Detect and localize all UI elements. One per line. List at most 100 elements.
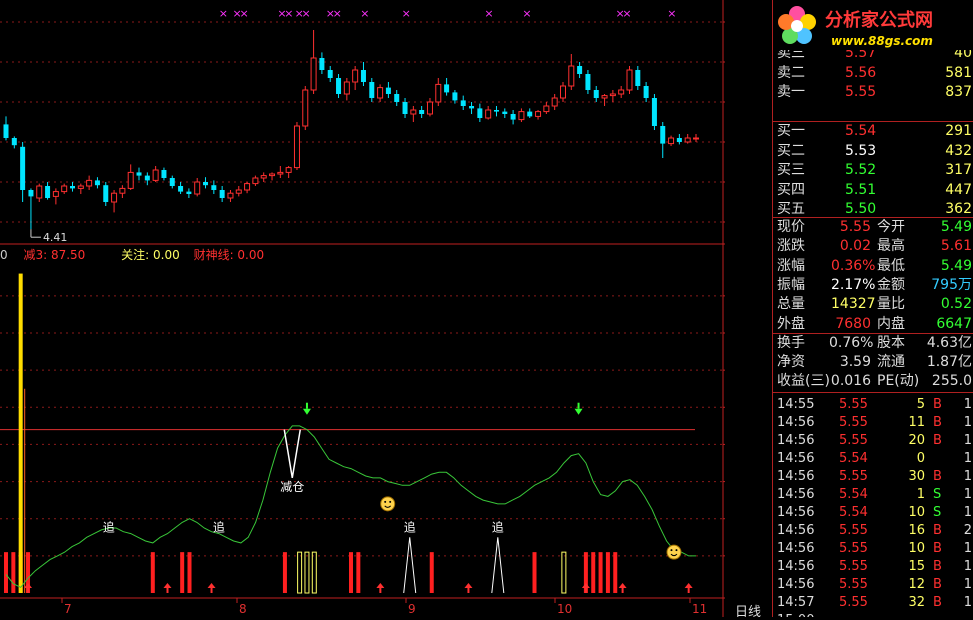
signal-marker: × bbox=[615, 7, 624, 20]
ask-label: 卖一 bbox=[777, 84, 805, 100]
trade-side: B bbox=[933, 415, 942, 430]
legend-item-0: 0 bbox=[0, 248, 8, 262]
stat-row: 振幅 2.17% 金额 795万 bbox=[773, 276, 973, 295]
candle-body-down bbox=[444, 84, 450, 93]
chart-area[interactable]: 7.006.506.005.505.004.504.41××××××××××××… bbox=[0, 0, 725, 617]
candle-body-down bbox=[178, 186, 184, 192]
candle-body-up bbox=[235, 189, 242, 194]
period-label[interactable]: 日线 bbox=[735, 605, 762, 620]
candle-body-up bbox=[127, 171, 134, 189]
signal-marker: × bbox=[233, 7, 242, 20]
low-price-label: 4.41 bbox=[43, 231, 68, 244]
candle-body-up bbox=[518, 111, 525, 121]
trade-price: 5.55 bbox=[839, 433, 868, 448]
trade-price: 5.55 bbox=[839, 541, 868, 556]
smiley-icon bbox=[389, 500, 392, 503]
signal-bar-yellow bbox=[304, 551, 310, 594]
smiley-icon bbox=[670, 553, 678, 557]
bid-volume: 362 bbox=[945, 201, 972, 217]
stat-value: 6647 bbox=[936, 315, 972, 332]
stat-label: 量比 bbox=[877, 296, 905, 313]
candle-body-up bbox=[410, 109, 417, 115]
smiley-icon bbox=[380, 496, 396, 512]
stat-label: 今开 bbox=[877, 219, 905, 235]
trade-volume: 10 bbox=[908, 505, 925, 520]
stat-value: 0.36% bbox=[831, 257, 876, 274]
candle-body-down bbox=[103, 185, 109, 202]
bid-price: 5.52 bbox=[845, 162, 877, 178]
reduce-position-label: 减仓 bbox=[280, 480, 304, 494]
fund-value: 3.59 bbox=[839, 354, 871, 370]
signal-marker: × bbox=[284, 7, 293, 20]
up-arrow-icon bbox=[581, 583, 590, 588]
reduce-position-marker bbox=[283, 429, 302, 478]
signal-bar-red bbox=[429, 552, 434, 593]
chart-canvas[interactable]: 7.006.506.005.505.004.504.41××××××××××××… bbox=[0, 0, 725, 617]
time-tick-label-0: 7 bbox=[64, 602, 72, 616]
candle-body-up bbox=[426, 101, 433, 115]
up-arrow-icon bbox=[24, 583, 33, 588]
bid-price: 5.50 bbox=[845, 201, 877, 217]
trade-volume: 5 bbox=[916, 397, 925, 412]
fund-label: 净资 bbox=[777, 354, 805, 370]
candle-body-down bbox=[336, 78, 342, 94]
trade-side: B bbox=[933, 577, 942, 592]
trade-volume: 10 bbox=[908, 541, 925, 556]
smiley-icon bbox=[666, 544, 682, 560]
trade-price: 5.55 bbox=[839, 469, 868, 484]
ask-volume: 837 bbox=[945, 84, 972, 100]
stat-label: 振幅 bbox=[777, 276, 805, 293]
candle-body-up bbox=[152, 169, 159, 181]
stat-row: 涨跌 0.02 最高 5.61 bbox=[773, 237, 973, 256]
candle-body-up bbox=[194, 181, 201, 195]
trade-count: 2 bbox=[963, 523, 972, 538]
indicator-line bbox=[5, 425, 696, 589]
candle-body-down bbox=[186, 191, 192, 194]
candle-body-up bbox=[668, 137, 675, 145]
trade-time: 14:56 bbox=[777, 523, 815, 538]
trade-tick-row: 14:56 5.55 20 B 1 bbox=[773, 432, 973, 450]
trade-time: 14:56 bbox=[777, 541, 815, 556]
trade-tick-row: 14:56 5.55 30 B 1 bbox=[773, 468, 973, 486]
trade-tick-row: 14:56 5.54 0 1 bbox=[773, 450, 973, 468]
signal-marker: × bbox=[522, 7, 531, 20]
signal-bar-red bbox=[613, 552, 618, 593]
flower-icon bbox=[778, 6, 816, 44]
trade-time: 14:56 bbox=[777, 451, 815, 466]
candle-body-down bbox=[527, 111, 533, 117]
trade-side: B bbox=[933, 559, 942, 574]
candle-body-down bbox=[577, 66, 583, 74]
trade-count: 1 bbox=[963, 577, 972, 592]
chase-label-0: 追 bbox=[103, 520, 115, 535]
stat-label: 总量 bbox=[777, 296, 805, 313]
candle-body-down bbox=[477, 108, 483, 118]
candle-body-down bbox=[369, 82, 375, 98]
trade-side: B bbox=[933, 397, 942, 412]
candle-body-down bbox=[660, 126, 666, 144]
trade-tick-row: 14:56 5.55 10 B 1 bbox=[773, 540, 973, 558]
trade-volume: 16 bbox=[908, 523, 925, 538]
site-logo: 分析家公式网 www.88gs.com bbox=[775, 2, 973, 50]
candle-body-up bbox=[435, 83, 442, 103]
stat-value: 0.02 bbox=[839, 238, 871, 255]
signal-marker: × bbox=[239, 7, 248, 20]
stat-value: 5.49 bbox=[940, 257, 972, 274]
candle-body-up bbox=[568, 65, 575, 87]
candle-body-down bbox=[70, 186, 76, 189]
trade-tick-row: 14:55 5.55 5 B 1 bbox=[773, 396, 973, 414]
signal-bar-yellow bbox=[311, 551, 317, 594]
trade-volume: 20 bbox=[908, 433, 925, 448]
candle-body-up bbox=[310, 57, 317, 91]
stat-value: 7680 bbox=[835, 315, 871, 332]
trade-count: 1 bbox=[963, 397, 972, 412]
stat-row: 外盘 7680 内盘 6647 bbox=[773, 315, 973, 334]
candle-body-up bbox=[52, 191, 59, 197]
stat-label: 涨跌 bbox=[777, 238, 805, 255]
trade-price: 5.55 bbox=[839, 415, 868, 430]
trade-side: S bbox=[933, 505, 942, 520]
candle-body-down bbox=[203, 182, 209, 186]
trade-price: 5.55 bbox=[839, 577, 868, 592]
chase-marker bbox=[491, 537, 505, 594]
candle-body-down bbox=[676, 138, 682, 142]
trade-time: 15:00 bbox=[777, 612, 814, 617]
